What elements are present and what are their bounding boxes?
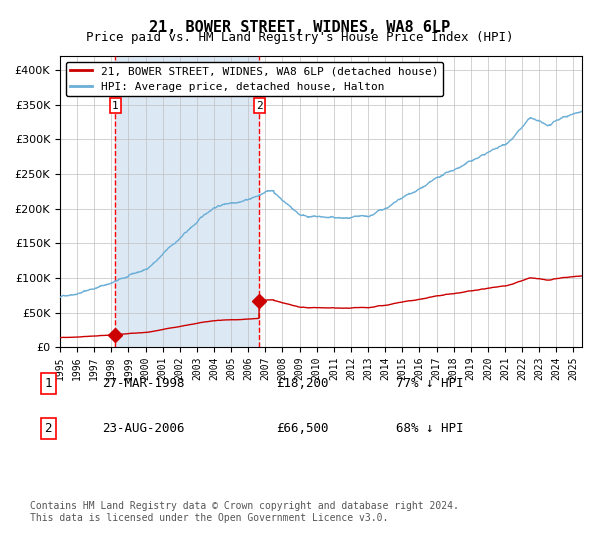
Text: Price paid vs. HM Land Registry's House Price Index (HPI): Price paid vs. HM Land Registry's House … [86,31,514,44]
Text: 2: 2 [256,100,263,110]
Legend: 21, BOWER STREET, WIDNES, WA8 6LP (detached house), HPI: Average price, detached: 21, BOWER STREET, WIDNES, WA8 6LP (detac… [65,62,443,96]
Text: 23-AUG-2006: 23-AUG-2006 [102,422,185,435]
Text: 1: 1 [44,377,52,390]
Text: 21, BOWER STREET, WIDNES, WA8 6LP: 21, BOWER STREET, WIDNES, WA8 6LP [149,20,451,35]
Text: £18,200: £18,200 [276,377,329,390]
Text: £66,500: £66,500 [276,422,329,435]
Text: 77% ↓ HPI: 77% ↓ HPI [396,377,464,390]
Text: Contains HM Land Registry data © Crown copyright and database right 2024.
This d: Contains HM Land Registry data © Crown c… [30,501,459,523]
Text: 27-MAR-1998: 27-MAR-1998 [102,377,185,390]
Text: 1: 1 [112,100,119,110]
Bar [115,56,259,347]
Text: 68% ↓ HPI: 68% ↓ HPI [396,422,464,435]
Text: 2: 2 [44,422,52,435]
